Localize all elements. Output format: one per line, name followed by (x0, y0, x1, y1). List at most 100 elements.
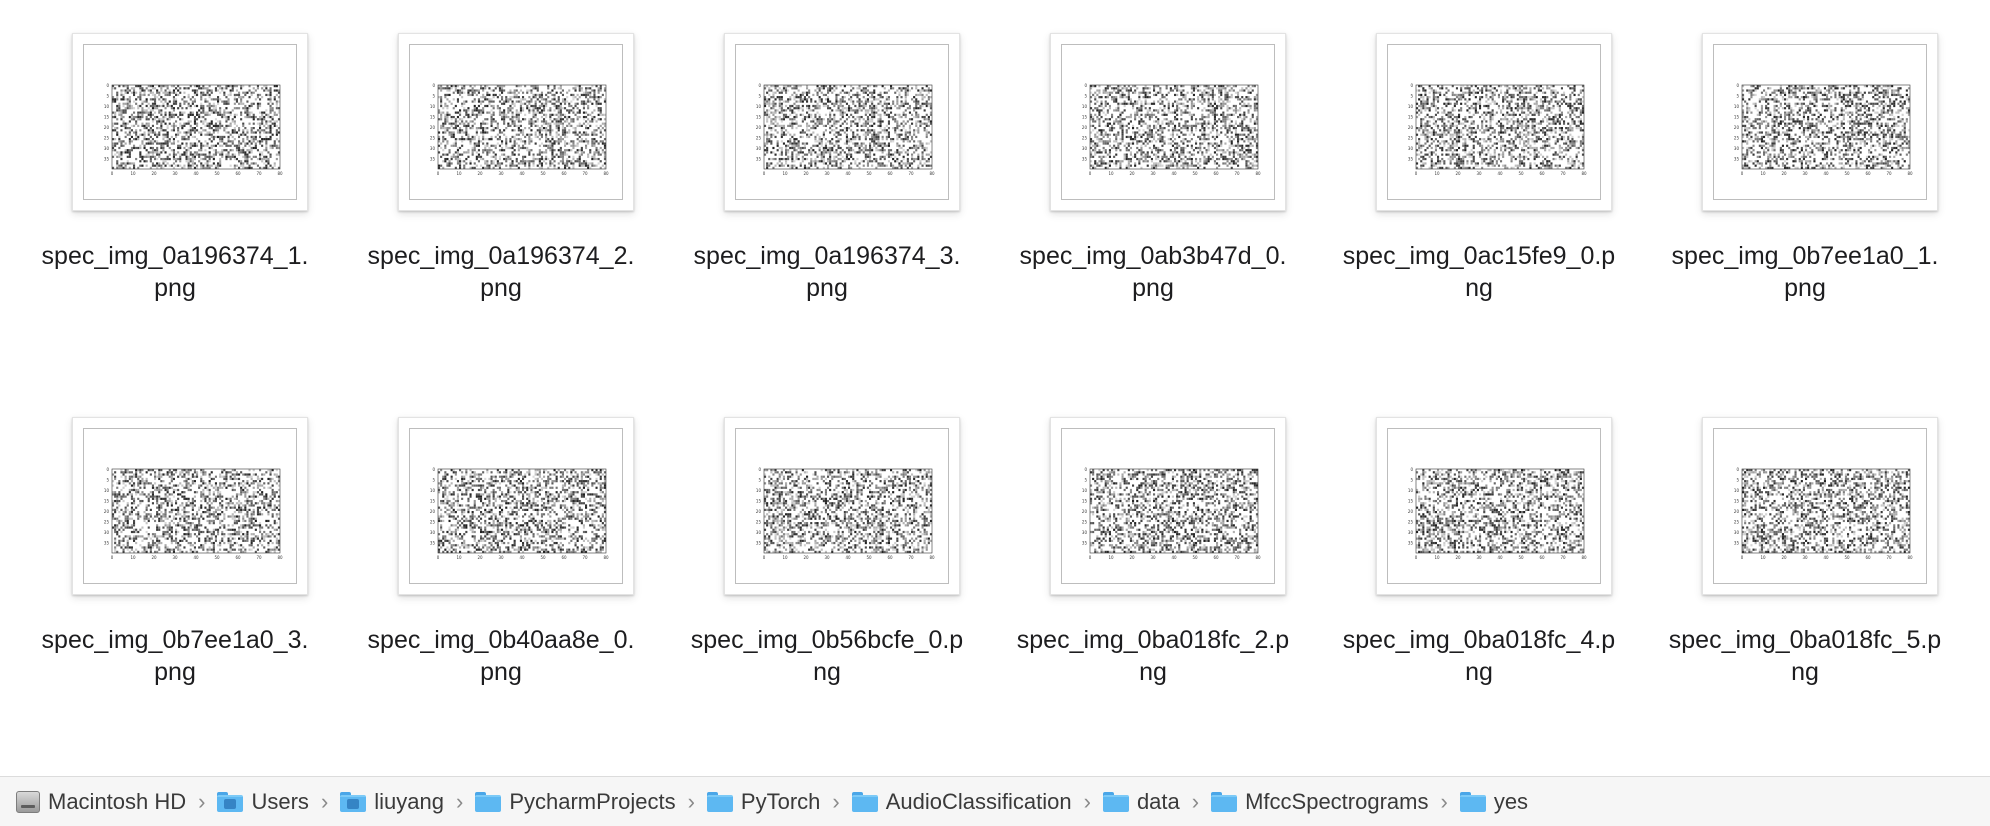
x-tick-label: 60 (1213, 555, 1219, 560)
spectrogram-plot: 0 10 20 30 40 50 60 70 80 0 5 10 15 20 25 30 35 (1408, 467, 1587, 560)
path-crumb[interactable]: yes (1459, 789, 1528, 815)
y-tick-label: 25 (430, 136, 436, 141)
y-tick-label: 20 (1734, 125, 1740, 130)
spectrogram-plot: 0 10 20 30 40 50 60 70 80 0 5 10 15 20 25 30 35 (1082, 467, 1261, 560)
x-tick-label: 30 (1476, 171, 1482, 176)
x-tick-label: 60 (1865, 171, 1871, 176)
y-tick-label: 30 (756, 530, 762, 535)
file-name-label[interactable]: spec_img_0a196374_3.png (693, 242, 961, 302)
file-name-label[interactable]: spec_img_0ba018fc_2.png (1016, 626, 1290, 686)
file-thumbnail[interactable]: 0 10 20 30 40 50 60 70 80 0 5 10 15 20 25 30 35 (724, 417, 960, 595)
x-tick-label: 70 (582, 171, 588, 176)
path-crumb[interactable]: liuyang (340, 789, 444, 815)
y-tick-label: 30 (1408, 530, 1414, 535)
y-tick-label: 0 (432, 467, 435, 472)
x-tick-label: 30 (1802, 555, 1808, 560)
file-item[interactable]: 0 10 20 30 40 50 60 70 80 0 5 10 15 20 25 30 35 spec_img_… (341, 384, 661, 768)
x-tick-label: 40 (1497, 555, 1503, 560)
y-tick-label: 20 (756, 509, 762, 514)
file-name-label[interactable]: spec_img_0b40aa8e_0.png (367, 626, 635, 686)
y-tick-label: 30 (104, 146, 110, 151)
x-tick-label: 30 (824, 555, 830, 560)
file-item[interactable]: 0 10 20 30 40 50 60 70 80 0 5 10 15 20 25 30 35 spec_img_… (667, 384, 987, 768)
y-tick-label: 15 (1734, 499, 1740, 504)
path-crumb[interactable]: AudioClassification (851, 788, 1072, 815)
file-thumbnail[interactable]: 0 10 20 30 40 50 60 70 80 0 5 10 15 20 25 30 35 (398, 417, 634, 595)
x-tick-label: 70 (256, 555, 262, 560)
y-tick-label: 35 (104, 157, 110, 162)
path-crumb[interactable]: MfccSpectrograms (1211, 789, 1428, 815)
file-name-label[interactable]: spec_img_0b56bcfe_0.png (690, 626, 964, 686)
y-tick-label: 10 (1408, 104, 1414, 109)
x-tick-label: 10 (782, 555, 788, 560)
file-thumbnail[interactable]: 0 10 20 30 40 50 60 70 80 0 5 10 15 20 25 30 35 (1050, 33, 1286, 211)
x-tick-label: 30 (1150, 555, 1156, 560)
x-tick-label: 30 (1150, 171, 1156, 176)
path-crumb[interactable]: data (1102, 789, 1180, 815)
file-thumbnail[interactable]: 0 10 20 30 40 50 60 70 80 0 5 10 15 20 25 30 35 (398, 33, 634, 211)
file-item[interactable]: 0 10 20 30 40 50 60 70 80 0 5 10 15 20 25 30 35 spec_img_… (341, 0, 661, 384)
chevron-right-icon: › (455, 788, 464, 814)
file-item[interactable]: 0 10 20 30 40 50 60 70 80 0 5 10 15 20 25 30 35 spec_img_… (1645, 384, 1965, 768)
file-name-label[interactable]: spec_img_0ac15fe9_0.png (1342, 242, 1616, 302)
spectrogram-preview: 0 10 20 30 40 50 60 70 80 0 5 10 15 20 25 30 35 (83, 44, 297, 200)
y-tick-label: 15 (1082, 115, 1088, 120)
file-thumbnail[interactable]: 0 10 20 30 40 50 60 70 80 0 5 10 15 20 25 30 35 (72, 33, 308, 211)
x-tick-label: 40 (519, 555, 525, 560)
x-tick-label: 60 (1539, 555, 1545, 560)
y-tick-label: 25 (1408, 136, 1414, 141)
y-tick-label: 10 (430, 488, 436, 493)
x-tick-label: 0 (111, 555, 114, 560)
file-name-label[interactable]: spec_img_0ba018fc_4.png (1342, 626, 1616, 686)
path-crumb[interactable]: PyTorch (706, 789, 820, 815)
file-name-label[interactable]: spec_img_0a196374_1.png (41, 242, 309, 302)
path-crumb[interactable]: Users (217, 789, 309, 815)
spectrogram-preview: 0 10 20 30 40 50 60 70 80 0 5 10 15 20 25 30 35 (1713, 428, 1927, 584)
y-tick-label: 35 (430, 541, 436, 546)
file-name-label[interactable]: spec_img_0b7ee1a0_3.png (41, 626, 309, 686)
file-item[interactable]: 0 10 20 30 40 50 60 70 80 0 5 10 15 20 25 30 35 spec_img_… (15, 0, 335, 384)
file-item[interactable]: 0 10 20 30 40 50 60 70 80 0 5 10 15 20 25 30 35 spec_img_… (667, 0, 987, 384)
y-tick-label: 15 (1408, 499, 1414, 504)
path-crumb[interactable]: PycharmProjects (475, 789, 676, 815)
x-tick-label: 80 (277, 171, 283, 176)
y-tick-label: 25 (1734, 136, 1740, 141)
y-tick-label: 5 (432, 478, 435, 483)
file-item[interactable]: 0 10 20 30 40 50 60 70 80 0 5 10 15 20 25 30 35 spec_img_… (15, 384, 335, 768)
x-tick-label: 20 (477, 171, 483, 176)
y-tick-label: 20 (430, 125, 436, 130)
file-thumbnail[interactable]: 0 10 20 30 40 50 60 70 80 0 5 10 15 20 25 30 35 (1050, 417, 1286, 595)
spectrogram-preview: 0 10 20 30 40 50 60 70 80 0 5 10 15 20 25 30 35 (1061, 428, 1275, 584)
x-tick-label: 60 (235, 555, 241, 560)
file-thumbnail[interactable]: 0 10 20 30 40 50 60 70 80 0 5 10 15 20 25 30 35 (1702, 417, 1938, 595)
disk-icon (16, 790, 40, 813)
y-tick-label: 10 (1082, 488, 1088, 493)
file-name-label[interactable]: spec_img_0a196374_2.png (367, 242, 635, 302)
y-tick-label: 25 (104, 520, 110, 525)
file-thumbnail[interactable]: 0 10 20 30 40 50 60 70 80 0 5 10 15 20 25 30 35 (724, 33, 960, 211)
file-thumbnail[interactable]: 0 10 20 30 40 50 60 70 80 0 5 10 15 20 25 30 35 (1376, 417, 1612, 595)
file-item[interactable]: 0 10 20 30 40 50 60 70 80 0 5 10 15 20 25 30 35 spec_img_… (1319, 384, 1639, 768)
x-tick-label: 30 (172, 555, 178, 560)
file-item[interactable]: 0 10 20 30 40 50 60 70 80 0 5 10 15 20 25 30 35 spec_img_… (993, 0, 1313, 384)
x-tick-label: 50 (540, 555, 546, 560)
file-thumbnail[interactable]: 0 10 20 30 40 50 60 70 80 0 5 10 15 20 25 30 35 (1376, 33, 1612, 211)
file-item[interactable]: 0 10 20 30 40 50 60 70 80 0 5 10 15 20 25 30 35 spec_img_… (1645, 0, 1965, 384)
spectrogram-plot: 0 10 20 30 40 50 60 70 80 0 5 10 15 20 25 30 35 (1734, 467, 1913, 560)
file-item[interactable]: 0 10 20 30 40 50 60 70 80 0 5 10 15 20 25 30 35 spec_img_… (1319, 0, 1639, 384)
y-tick-label: 20 (430, 509, 436, 514)
file-name-label[interactable]: spec_img_0ab3b47d_0.png (1019, 242, 1287, 302)
path-crumb[interactable]: Macintosh HD (16, 789, 186, 815)
file-item[interactable]: 0 10 20 30 40 50 60 70 80 0 5 10 15 20 25 30 35 spec_img_… (993, 384, 1313, 768)
x-tick-label: 10 (782, 171, 788, 176)
x-tick-label: 0 (1089, 555, 1092, 560)
file-thumbnail[interactable]: 0 10 20 30 40 50 60 70 80 0 5 10 15 20 25 30 35 (1702, 33, 1938, 211)
file-name-label[interactable]: spec_img_0ba018fc_5.png (1668, 626, 1942, 686)
file-name-label[interactable]: spec_img_0b7ee1a0_1.png (1671, 242, 1939, 302)
y-tick-label: 35 (756, 157, 762, 162)
x-tick-label: 80 (603, 555, 609, 560)
file-thumbnail[interactable]: 0 10 20 30 40 50 60 70 80 0 5 10 15 20 25 30 35 (72, 417, 308, 595)
x-tick-label: 70 (908, 555, 914, 560)
y-tick-label: 25 (1082, 136, 1088, 141)
path-crumb-label: AudioClassification (885, 788, 1072, 814)
